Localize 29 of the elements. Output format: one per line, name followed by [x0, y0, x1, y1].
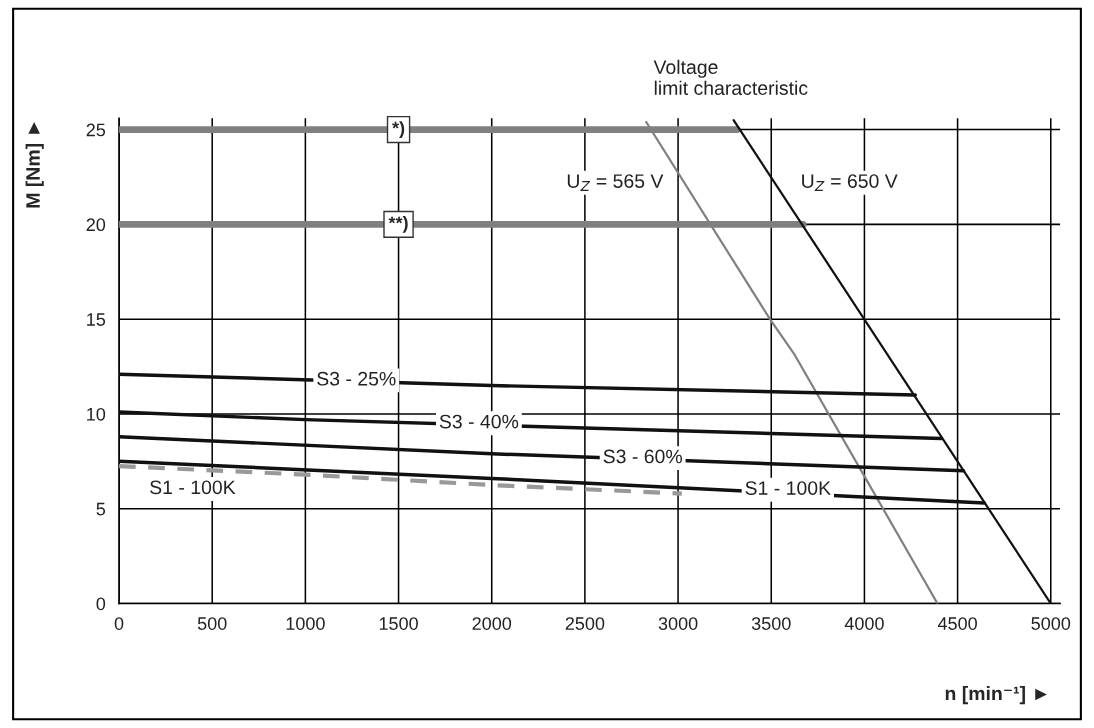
- x-tick-label: 1500: [379, 617, 418, 630]
- x-tick-label: 1000: [286, 617, 325, 630]
- x-tick-label: 0: [114, 617, 124, 630]
- x-tick-label: 500: [197, 617, 227, 630]
- annotation: S3 - 40%: [439, 414, 519, 429]
- text: Voltage limit characteristic: [653, 59, 808, 95]
- annotation: **): [388, 215, 408, 233]
- x-tick-label: 5000: [1031, 617, 1071, 630]
- x-tick-label: 2500: [565, 617, 605, 630]
- annotation: U$_{Z}$ = 650 V: [802, 174, 898, 191]
- annotation: S3 - 25%: [317, 371, 396, 386]
- y-tick-label: 5: [96, 502, 106, 516]
- annotation: S1 - 100K: [150, 480, 236, 495]
- x-tick-label: 2000: [472, 617, 512, 630]
- x-tick-label: 4000: [844, 617, 884, 630]
- annotation: S3 - 60%: [603, 449, 682, 464]
- annotation: U$_{Z}$ = 565 V: [567, 174, 664, 191]
- x-tick-label: 4500: [937, 617, 977, 630]
- y-tick-label: 0: [96, 597, 106, 611]
- y-tick-label: 15: [87, 313, 106, 326]
- x-axis-title: n [min⁻¹] ►: [945, 686, 1047, 705]
- y-axis-title: M [Nm] ►: [25, 122, 44, 208]
- x-tick-label: 3000: [658, 617, 698, 630]
- annotation: S1 - 100K: [745, 481, 831, 495]
- x-tick-label: 3500: [751, 617, 791, 630]
- y-tick-label: 10: [87, 407, 106, 421]
- y-tick-label: 25: [86, 123, 106, 137]
- annotation: *): [392, 121, 405, 139]
- y-tick-label: 20: [86, 218, 106, 232]
